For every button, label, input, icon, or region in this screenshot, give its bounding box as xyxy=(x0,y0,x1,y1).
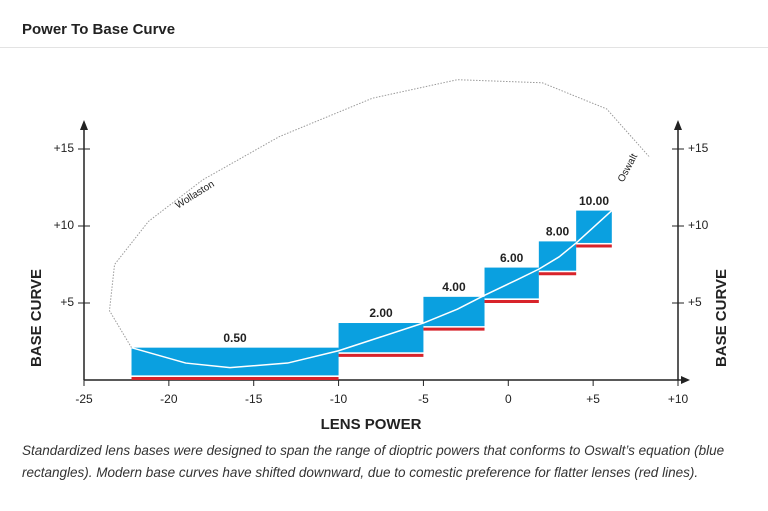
x-tick-label: -15 xyxy=(245,392,263,406)
header: Power To Base Curve xyxy=(0,0,768,48)
y2-tick-label: +10 xyxy=(688,218,709,232)
y-tick-label: +10 xyxy=(54,218,75,232)
y-tick-label: +5 xyxy=(60,295,74,309)
base-label: 4.00 xyxy=(442,280,466,294)
base-label: 10.00 xyxy=(579,194,609,208)
curve xyxy=(131,156,650,369)
x-tick-label: -5 xyxy=(418,392,429,406)
x-tick-label: -10 xyxy=(330,392,348,406)
base-label: 2.00 xyxy=(369,306,393,320)
y2-tick-label: +5 xyxy=(688,295,702,309)
y2-axis-arrow xyxy=(674,120,682,130)
base-label: 8.00 xyxy=(546,225,570,239)
chart: -25 -20 -15 -10 -5 0 +5 +10 +5 +10 +15 +5 +10 +15 LENS… xyxy=(28,79,730,433)
x-tick-label: 0 xyxy=(505,392,512,406)
y-axis-label: BASE CURVE xyxy=(28,269,45,367)
x-axis-label: LENS POWER xyxy=(321,416,422,433)
y-tick-label: +15 xyxy=(54,141,75,155)
y2-axis-label: BASE CURVE xyxy=(713,269,730,367)
base-rect xyxy=(423,296,485,327)
y2-tick-label: +15 xyxy=(688,141,709,155)
x-tick-label: +5 xyxy=(586,392,600,406)
base-rect xyxy=(131,347,339,376)
curve xyxy=(108,79,650,348)
x-axis-arrow xyxy=(681,376,690,384)
title: Power To Base Curve xyxy=(22,21,176,38)
curve-label: Oswalt xyxy=(616,152,640,184)
x-tick-label: -20 xyxy=(160,392,178,406)
x-tick-label: +10 xyxy=(668,392,689,406)
caption: Standardized lens bases were designed to… xyxy=(22,443,725,480)
base-label: 6.00 xyxy=(500,251,524,265)
y-axis-arrow xyxy=(80,120,88,130)
curve-label: Wollaston xyxy=(174,179,217,212)
x-tick-label: -25 xyxy=(75,392,93,406)
base-label: 0.50 xyxy=(223,331,247,345)
